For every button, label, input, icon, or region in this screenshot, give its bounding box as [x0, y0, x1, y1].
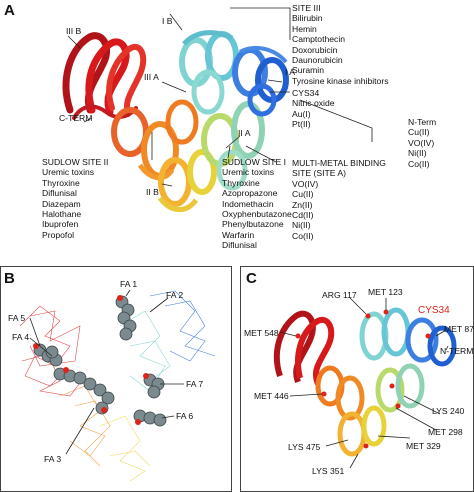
label-met446: MET 446 [254, 391, 289, 401]
n-term-ligand-list: N-Term Cu(II) VO(IV) Ni(II) Co(II) [408, 117, 437, 169]
label-lys240: LYS 240 [432, 406, 465, 416]
domain-i-b-ribbon [179, 30, 239, 115]
panel-a-letter: A [4, 2, 15, 19]
cys34-ligand-list: CYS34 Nitric oxide Au(I) Pt(II) [292, 88, 335, 130]
panel-b-fatty-acid-structure [19, 289, 216, 482]
label-fa2: FA 2 [166, 290, 184, 300]
label-met298: MET 298 [428, 427, 463, 437]
domain-i-a-ribbon [232, 45, 289, 117]
panel-a-protein-structure [62, 7, 373, 212]
label-ii-b: II B [146, 187, 159, 197]
domain-ii-b-ribbon [157, 149, 217, 212]
fatty-acid-spheres [33, 295, 167, 427]
site-iii-title: SITE III [292, 3, 321, 13]
label-fa3: FA 3 [44, 454, 62, 464]
panel-b: B [0, 266, 232, 492]
panel-c-leader-lines [279, 297, 449, 469]
panel-b-leader-lines [29, 289, 184, 455]
panel-c-orange-ribbon [315, 365, 365, 421]
label-fa5: FA 5 [8, 313, 26, 323]
label-met329: MET 329 [406, 441, 441, 451]
n-term-title: N-Term [408, 117, 437, 127]
panel-c-letter: C [246, 270, 257, 287]
multi-metal-title: MULTI-METAL BINDING [292, 158, 386, 168]
label-met123: MET 123 [368, 287, 403, 297]
label-iii-b: III B [66, 26, 82, 36]
panel-b-letter: B [4, 270, 15, 287]
sudlow-site-i-list: SUDLOW SITE I Uremic toxins Thyroxine Az… [222, 157, 292, 251]
label-ii-a: II A [238, 128, 251, 138]
panel-a: A [4, 2, 437, 251]
label-nterm: N-TERM [440, 346, 474, 356]
label-c-term: C-TERM [59, 113, 93, 123]
label-lys351: LYS 351 [312, 466, 345, 476]
panel-c-yellow-ribbon [337, 405, 387, 457]
label-iii-a: III A [144, 72, 159, 82]
cys34-title: CYS34 [292, 88, 320, 98]
panel-c-green-ribbon [375, 363, 425, 413]
sudlow-site-i-title: SUDLOW SITE I [222, 157, 286, 167]
wireframe-yellow-region [99, 415, 151, 482]
panel-c-methionine-structure [273, 297, 457, 469]
label-fa7: FA 7 [186, 379, 204, 389]
label-fa1: FA 1 [120, 279, 138, 289]
panel-c: C [240, 266, 474, 492]
sudlow-site-ii-list: SUDLOW SITE II Uremic toxins Thyroxine D… [42, 157, 109, 240]
label-met87: MET 87 [444, 324, 474, 334]
panel-c-blue-ribbon [405, 317, 457, 367]
label-i-b: I B [162, 16, 173, 26]
domain-ii-a-ribbon [201, 101, 265, 191]
fatty-acid-carboxyl-red [33, 295, 149, 425]
site-iii-ligand-list: SITE III Bilirubin Hemin Camptothecin Do… [292, 3, 389, 86]
label-cys34: CYS34 [418, 305, 450, 316]
wireframe-blue-region [149, 290, 216, 362]
domain-iii-b-ribbon [62, 32, 147, 120]
label-arg117: ARG 117 [322, 290, 357, 300]
multi-metal-site-list: MULTI-METAL BINDING SITE (SITE A) VO(IV)… [292, 158, 386, 241]
sudlow-site-ii-title: SUDLOW SITE II [42, 157, 109, 167]
panel-c-red-ribbon [273, 310, 335, 386]
methionine-side-chains [295, 309, 431, 449]
panel-a-leader-lines [67, 7, 373, 187]
label-lys475: LYS 475 [288, 442, 321, 452]
label-i-a: I A [285, 67, 296, 77]
label-met548: MET 548 [244, 328, 279, 338]
label-fa4: FA 4 [12, 332, 30, 342]
label-fa6: FA 6 [176, 411, 194, 421]
